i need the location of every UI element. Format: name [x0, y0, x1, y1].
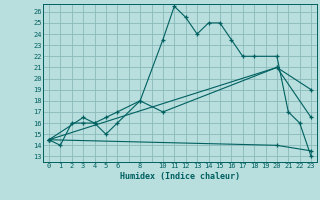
- X-axis label: Humidex (Indice chaleur): Humidex (Indice chaleur): [120, 172, 240, 181]
